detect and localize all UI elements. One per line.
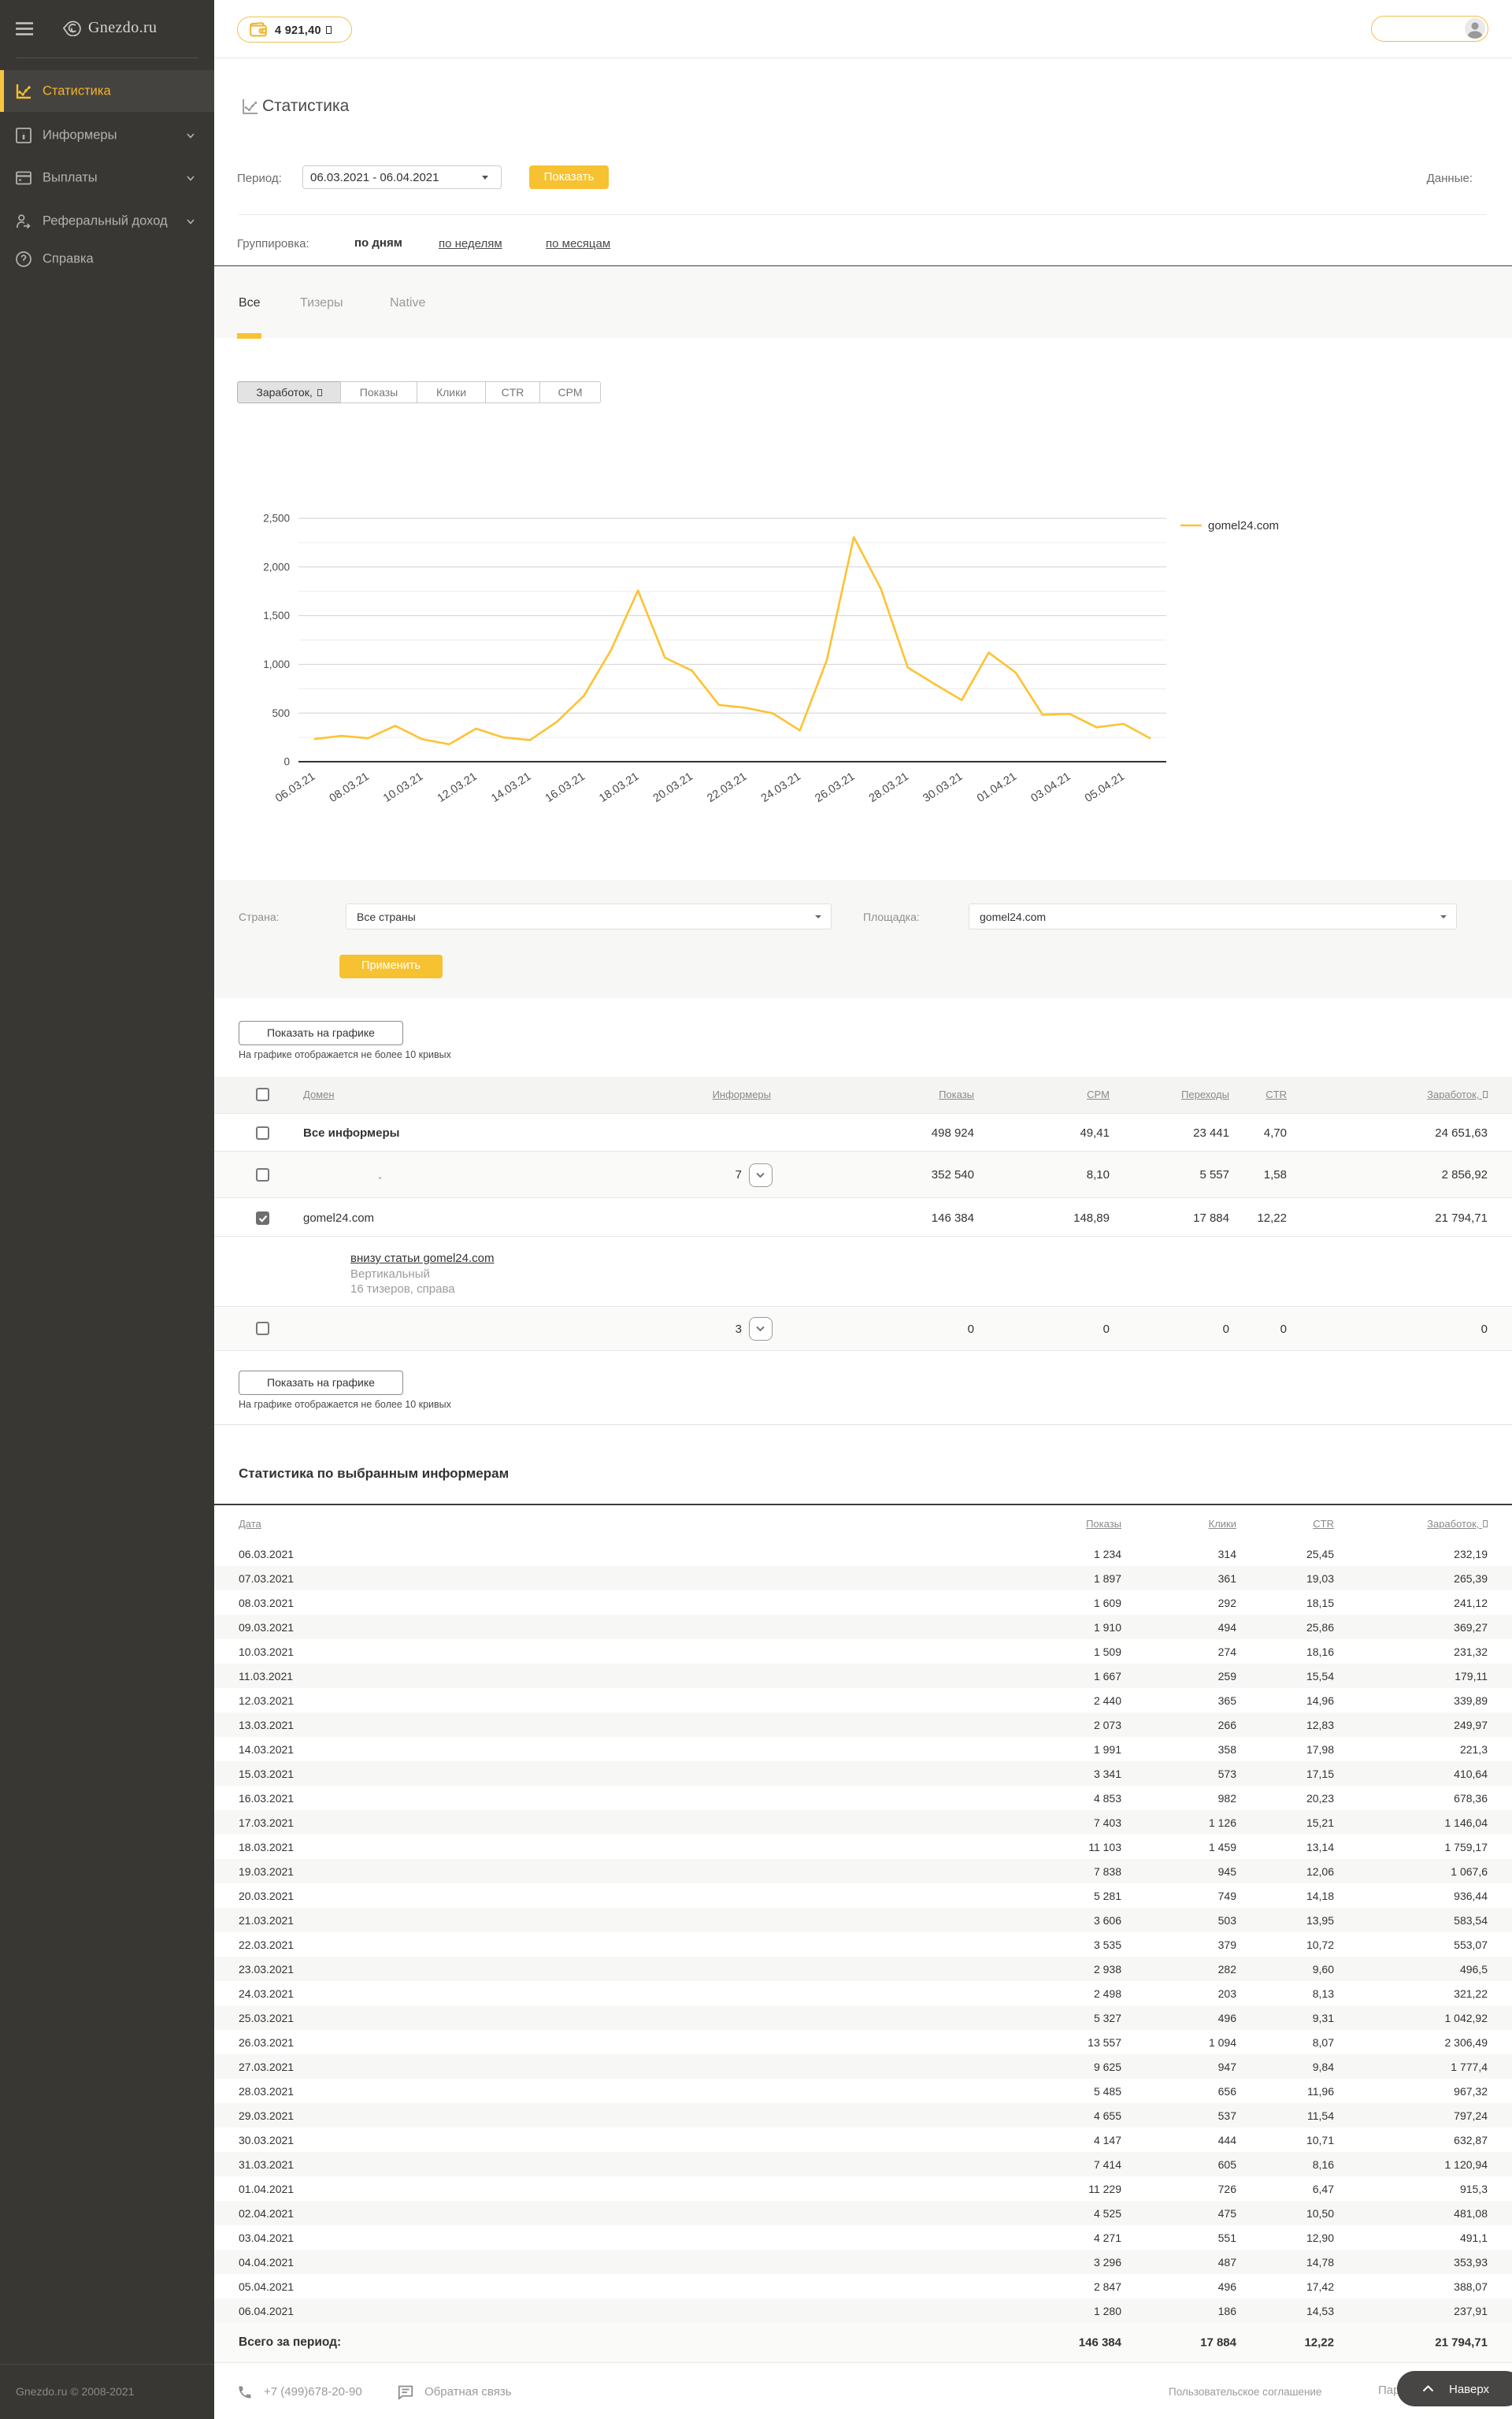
- svg-text:01.04.21: 01.04.21: [975, 770, 1019, 805]
- svg-text:05.04.21: 05.04.21: [1083, 770, 1127, 805]
- svg-text:500: 500: [272, 707, 290, 719]
- svg-text:18.03.21: 18.03.21: [597, 770, 641, 805]
- svg-text:10.03.21: 10.03.21: [381, 770, 425, 805]
- svg-text:14.03.21: 14.03.21: [489, 770, 533, 805]
- svg-text:26.03.21: 26.03.21: [813, 770, 857, 805]
- svg-text:03.04.21: 03.04.21: [1028, 770, 1073, 805]
- svg-text:08.03.21: 08.03.21: [328, 770, 372, 805]
- svg-text:22.03.21: 22.03.21: [705, 770, 749, 805]
- svg-text:0: 0: [284, 756, 290, 768]
- svg-text:1,500: 1,500: [263, 610, 290, 621]
- svg-text:20.03.21: 20.03.21: [651, 770, 695, 805]
- svg-text:24.03.21: 24.03.21: [759, 770, 803, 805]
- svg-text:28.03.21: 28.03.21: [867, 770, 911, 805]
- svg-text:30.03.21: 30.03.21: [921, 770, 965, 805]
- svg-text:06.03.21: 06.03.21: [273, 770, 317, 805]
- svg-text:2,000: 2,000: [263, 561, 290, 573]
- svg-text:12.03.21: 12.03.21: [435, 770, 480, 805]
- svg-text:2,500: 2,500: [263, 513, 290, 525]
- svg-text:16.03.21: 16.03.21: [543, 770, 587, 805]
- svg-text:1,000: 1,000: [263, 659, 290, 670]
- svg-text:gomel24.com: gomel24.com: [1208, 519, 1279, 532]
